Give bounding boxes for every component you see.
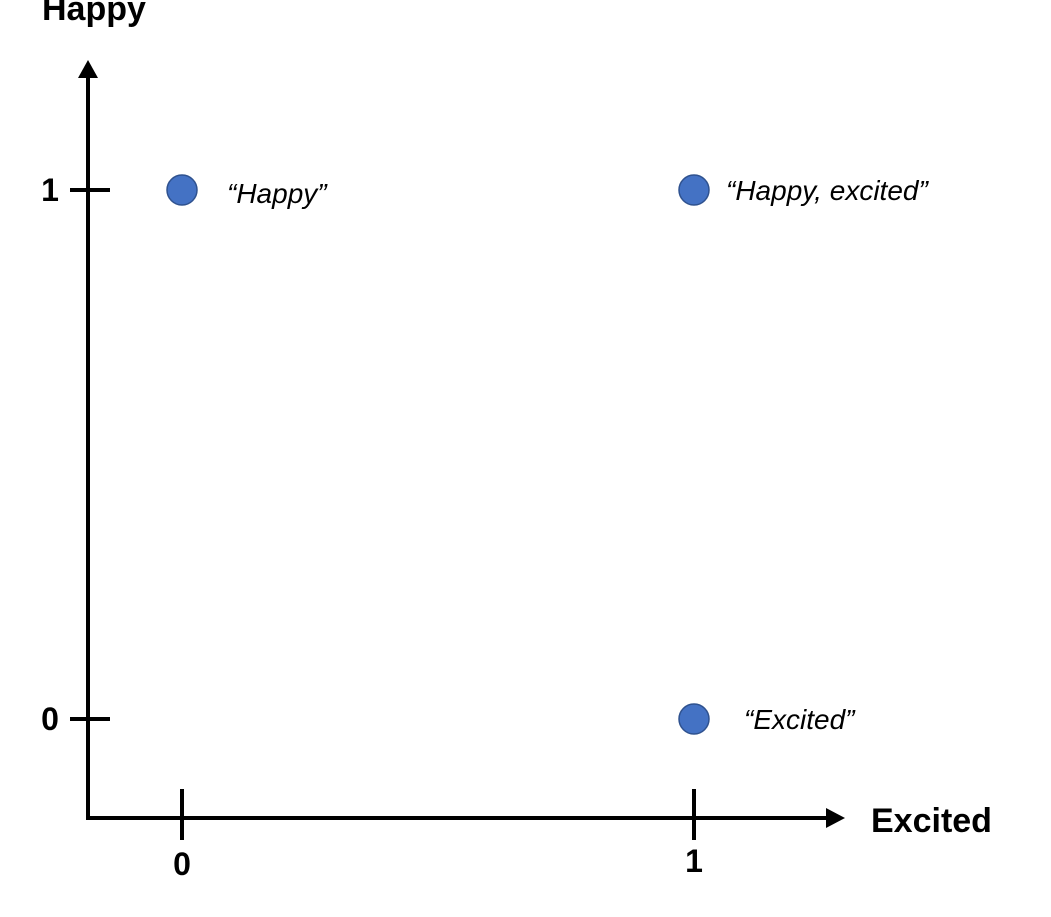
data-point-label: “Happy” (227, 178, 328, 209)
y-tick-label-1: 1 (41, 172, 59, 208)
y-tick-label-0: 0 (41, 701, 59, 737)
x-tick-label-0: 0 (173, 846, 191, 882)
x-axis-title: Excited (871, 802, 992, 840)
y-axis-title: Happy (42, 0, 146, 28)
data-point (678, 703, 710, 735)
y-axis-arrow (78, 60, 98, 78)
data-points: “Happy” “Happy, excited” “Excited” (166, 174, 929, 735)
data-point (166, 174, 198, 206)
x-tick-label-1: 1 (685, 843, 703, 879)
data-point-label: “Excited” (744, 704, 856, 735)
data-point (678, 174, 710, 206)
data-point-label: “Happy, excited” (726, 175, 929, 206)
axis-ticks: 0 1 0 1 (41, 172, 703, 882)
x-axis-arrow (826, 808, 845, 828)
